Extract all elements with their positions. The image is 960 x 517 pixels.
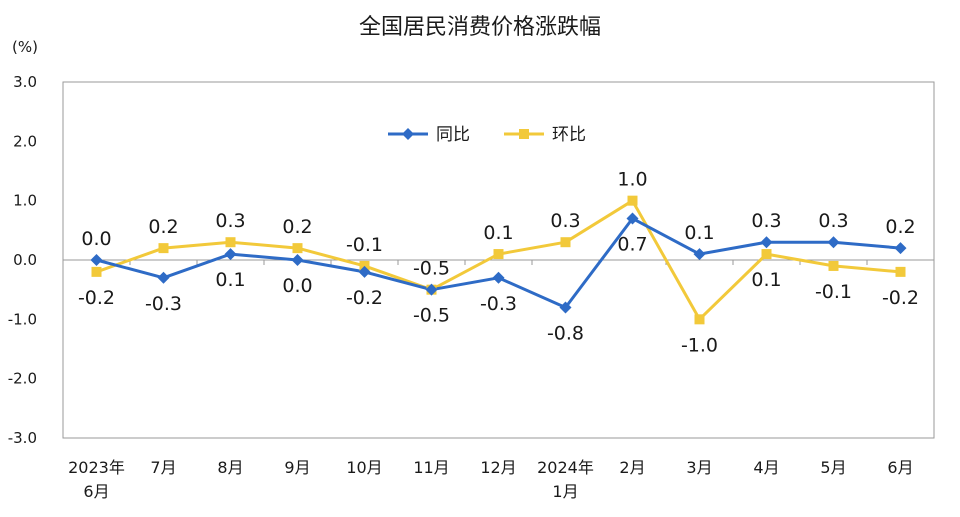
- data-point-yoy: [492, 271, 505, 284]
- data-point-yoy: [291, 254, 304, 266]
- data-point-yoy: [693, 248, 706, 261]
- y-tick-label: -2.0: [8, 370, 37, 388]
- legend-marker-yoy: [402, 128, 414, 140]
- data-point-mom: [158, 243, 169, 254]
- x-tick-label: 3月: [686, 458, 712, 477]
- data-label-mom: 0.3: [215, 210, 245, 232]
- data-point-yoy: [157, 271, 170, 284]
- data-label-yoy: 0.3: [751, 210, 781, 232]
- data-label-mom: 0.1: [483, 222, 513, 244]
- data-point-mom: [895, 266, 906, 277]
- data-point-mom: [694, 314, 705, 325]
- y-tick-label: 2.0: [13, 132, 37, 150]
- y-unit-label: (%): [12, 38, 38, 56]
- y-tick-label: -1.0: [8, 310, 37, 328]
- x-tick-label: 2024年: [537, 458, 594, 477]
- data-label-yoy: 0.0: [81, 228, 111, 250]
- data-point-mom: [91, 266, 102, 277]
- data-label-mom: 0.2: [282, 216, 312, 238]
- data-label-yoy: 0.2: [885, 216, 915, 238]
- y-axis: 3.0 2.0 1.0 0.0 -1.0 -2.0 -3.0: [8, 73, 37, 447]
- data-point-yoy: [90, 254, 103, 266]
- data-point-yoy: [358, 265, 371, 278]
- x-tick-label: 7月: [150, 458, 176, 477]
- x-tick-label: 2月: [619, 458, 645, 477]
- legend-label-yoy: 同比: [436, 125, 470, 145]
- y-tick-label: 0.0: [13, 251, 37, 269]
- legend-marker-mom: [519, 129, 529, 139]
- y-tick-label: -3.0: [8, 429, 37, 447]
- data-label-mom: -0.2: [78, 287, 115, 309]
- y-tick-label: 3.0: [13, 73, 37, 91]
- data-point-yoy: [760, 236, 773, 249]
- data-label-yoy: 0.3: [818, 210, 848, 232]
- x-tick-label: 1月: [552, 482, 578, 501]
- data-label-yoy: -0.5: [413, 305, 450, 327]
- data-label-yoy: -0.2: [346, 287, 383, 309]
- x-tick-label: 11月: [413, 458, 449, 477]
- x-tick-label: 10月: [346, 458, 382, 477]
- x-tick-label: 6月: [887, 458, 913, 477]
- data-label-mom: 0.3: [550, 210, 580, 232]
- data-point-mom: [627, 195, 638, 206]
- data-label-yoy: -0.3: [145, 293, 182, 315]
- x-tick-label: 9月: [284, 458, 310, 477]
- data-label-yoy: 0.1: [684, 222, 714, 244]
- data-point-yoy: [224, 248, 237, 261]
- data-point-yoy: [626, 212, 639, 225]
- data-label-mom: -0.1: [346, 234, 383, 256]
- data-label-mom: -1.0: [681, 334, 718, 356]
- data-point-yoy: [559, 301, 572, 314]
- data-label-yoy: 0.0: [282, 275, 312, 297]
- series-layer: [90, 195, 907, 325]
- legend-label-mom: 环比: [552, 125, 586, 145]
- x-tick-label: 12月: [480, 458, 516, 477]
- x-tick-label: 8月: [217, 458, 243, 477]
- data-point-mom: [493, 249, 504, 260]
- data-point-mom: [828, 260, 839, 271]
- y-tick-label: 1.0: [13, 192, 37, 210]
- data-label-yoy: 0.1: [215, 269, 245, 291]
- data-label-mom: 0.1: [751, 269, 781, 291]
- chart-title: 全国居民消费价格涨跌幅: [359, 15, 601, 40]
- x-tick-label: 5月: [820, 458, 846, 477]
- data-point-mom: [761, 249, 772, 260]
- data-point-yoy: [827, 236, 840, 249]
- data-point-mom: [292, 243, 303, 254]
- data-label-mom: 1.0: [617, 169, 647, 191]
- x-tick-label: 4月: [753, 458, 779, 477]
- data-label-mom: -0.1: [815, 281, 852, 303]
- data-point-mom: [560, 237, 571, 248]
- x-tick-label: 6月: [83, 482, 109, 501]
- data-label-mom: -0.2: [882, 287, 919, 309]
- data-point-yoy: [425, 283, 438, 296]
- legend: 同比 环比: [388, 125, 586, 145]
- data-label-mom: 0.2: [148, 216, 178, 238]
- x-axis: 2023年 6月 7月 8月 9月 10月 11月 12月 2024年 1月 2月 3月 4月 5月 6月: [68, 458, 913, 501]
- data-labels-layer: 0.0 -0.2 -0.3 0.2 0.1 0.3 0.0 0.2 -0.2 -0.1 -0.5 -0…: [78, 169, 919, 357]
- data-point-mom: [225, 237, 236, 248]
- x-tick-label: 2023年: [68, 458, 125, 477]
- data-point-yoy: [894, 242, 907, 255]
- data-label-yoy: 0.7: [617, 233, 647, 255]
- data-label-yoy: -0.3: [480, 293, 517, 315]
- data-label-mom: -0.5: [413, 258, 450, 280]
- data-label-yoy: -0.8: [547, 322, 584, 344]
